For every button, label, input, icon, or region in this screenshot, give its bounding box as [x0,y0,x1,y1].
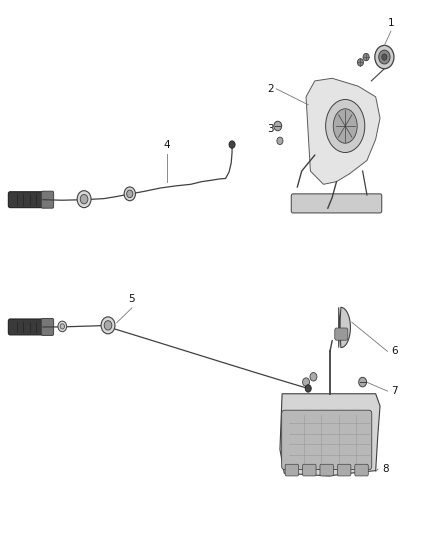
FancyBboxPatch shape [282,410,372,470]
Circle shape [277,137,283,144]
Circle shape [77,191,91,208]
Circle shape [127,190,133,198]
Circle shape [382,54,387,60]
Circle shape [310,373,317,381]
Circle shape [80,195,88,204]
Text: 6: 6 [391,346,398,357]
FancyBboxPatch shape [335,328,348,340]
Circle shape [359,377,367,387]
Circle shape [305,385,311,392]
Ellipse shape [325,100,365,152]
FancyBboxPatch shape [285,464,299,476]
Circle shape [104,321,112,330]
FancyBboxPatch shape [337,464,351,476]
Text: 5: 5 [129,294,135,304]
Circle shape [124,187,135,201]
FancyBboxPatch shape [355,464,368,476]
Circle shape [375,45,394,69]
Circle shape [274,121,282,131]
Text: 1: 1 [388,18,394,28]
FancyBboxPatch shape [303,464,316,476]
Circle shape [357,59,364,66]
Ellipse shape [333,109,357,143]
Polygon shape [306,78,380,184]
FancyBboxPatch shape [42,318,53,335]
Circle shape [101,317,115,334]
FancyBboxPatch shape [8,192,45,208]
Text: 7: 7 [391,386,398,396]
Polygon shape [280,394,380,476]
Circle shape [303,378,310,386]
Circle shape [58,321,67,332]
Text: 3: 3 [267,124,273,134]
Circle shape [60,324,64,329]
Circle shape [379,50,390,64]
Polygon shape [339,308,350,348]
FancyBboxPatch shape [8,319,45,335]
FancyBboxPatch shape [320,464,333,476]
Circle shape [229,141,235,148]
Text: 4: 4 [163,140,170,150]
Circle shape [363,53,369,61]
Text: 2: 2 [267,84,273,94]
FancyBboxPatch shape [291,194,382,213]
FancyBboxPatch shape [42,191,53,208]
Text: 8: 8 [382,464,389,474]
